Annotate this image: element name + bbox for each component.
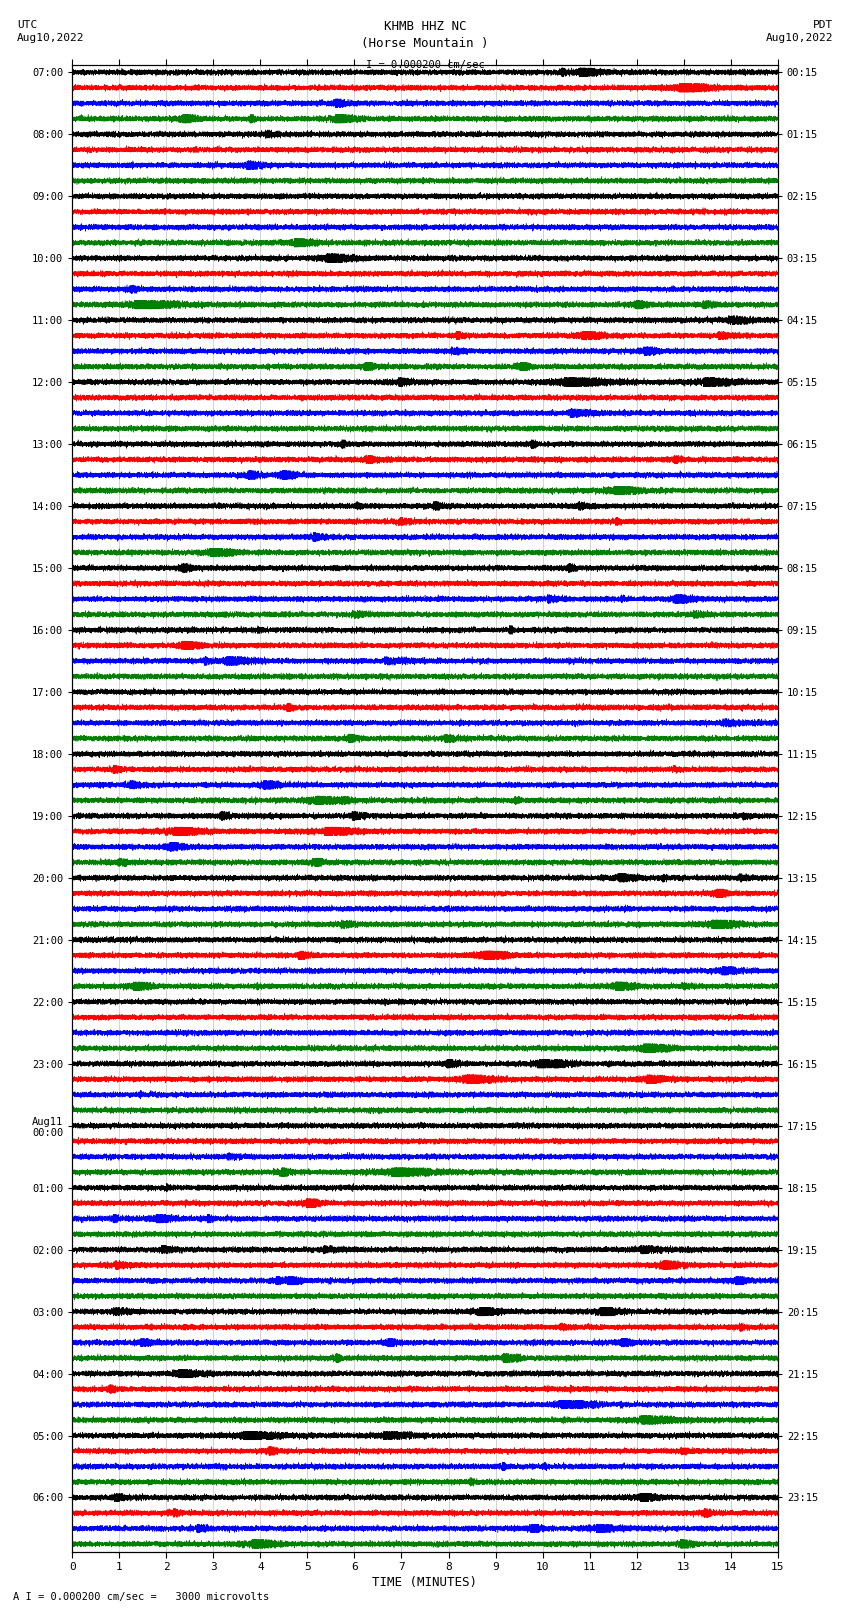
Text: KHMB HHZ NC
(Horse Mountain ): KHMB HHZ NC (Horse Mountain ) — [361, 19, 489, 50]
Text: PDT
Aug10,2022: PDT Aug10,2022 — [766, 19, 833, 44]
Text: A I = 0.000200 cm/sec =   3000 microvolts: A I = 0.000200 cm/sec = 3000 microvolts — [13, 1592, 269, 1602]
X-axis label: TIME (MINUTES): TIME (MINUTES) — [372, 1576, 478, 1589]
Text: UTC
Aug10,2022: UTC Aug10,2022 — [17, 19, 84, 44]
Text: I = 0.000200 cm/sec: I = 0.000200 cm/sec — [366, 60, 484, 69]
